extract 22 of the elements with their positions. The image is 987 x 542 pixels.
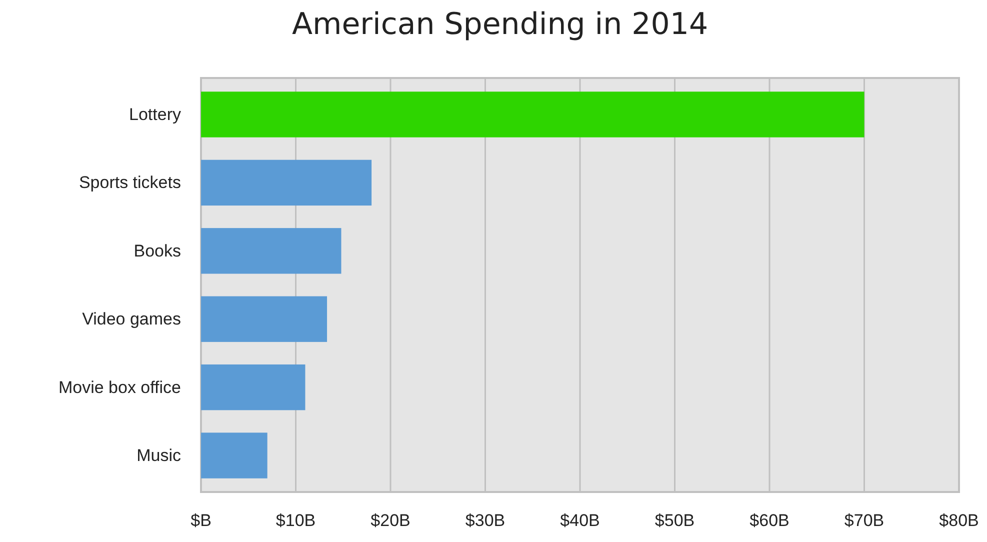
bar: [201, 228, 342, 274]
bar: [201, 432, 268, 478]
y-tick-label: Video games: [82, 310, 181, 329]
x-tick-label: $60B: [750, 511, 790, 530]
x-tick-label: $40B: [560, 511, 600, 530]
y-tick-label: Lottery: [129, 104, 182, 124]
chart-title: American Spending in 2014: [292, 7, 708, 42]
x-tick-label: $10B: [276, 511, 316, 530]
x-tick-label: $30B: [465, 511, 506, 530]
bar: [201, 92, 864, 138]
y-tick-label: Movie box office: [58, 378, 181, 397]
x-tick-label: $50B: [654, 511, 695, 530]
x-tick-label: $20B: [370, 511, 410, 530]
x-tick-label: $B: [190, 511, 212, 530]
y-tick-label: Sports tickets: [78, 173, 181, 192]
x-tick-label: $80B: [939, 511, 979, 530]
bar: [201, 364, 306, 410]
bar: [201, 296, 328, 342]
bar: [201, 160, 372, 206]
y-tick-label: Books: [134, 241, 181, 260]
x-tick-label: $70B: [844, 511, 884, 530]
y-tick-label: Music: [136, 446, 182, 465]
